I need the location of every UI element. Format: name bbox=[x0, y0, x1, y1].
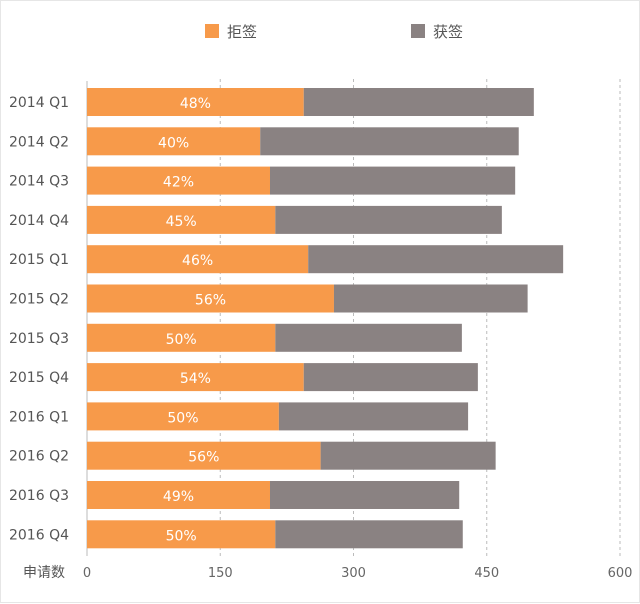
bar-rejected bbox=[87, 88, 304, 116]
bar-approved bbox=[303, 88, 534, 116]
data-label: 50% bbox=[166, 332, 197, 348]
x-axis-title: 申请数 bbox=[23, 565, 65, 581]
category-label: 2015 Q2 bbox=[9, 292, 69, 308]
bar-rejected bbox=[87, 520, 276, 549]
bar-approved bbox=[275, 205, 502, 234]
category-label: 2014 Q4 bbox=[9, 213, 69, 229]
bar-approved bbox=[275, 520, 463, 549]
category-label: 2016 Q2 bbox=[9, 449, 69, 465]
bar-rejected bbox=[87, 402, 279, 431]
category-label: 2015 Q3 bbox=[9, 331, 69, 347]
category-label: 2015 Q1 bbox=[9, 252, 69, 268]
bar-rejected bbox=[87, 363, 304, 392]
data-label: 49% bbox=[163, 489, 194, 505]
category-label: 2016 Q3 bbox=[9, 488, 69, 504]
data-label: 50% bbox=[167, 410, 198, 426]
data-label: 54% bbox=[180, 371, 211, 387]
bar-rejected bbox=[87, 481, 270, 509]
bar-rejected bbox=[87, 323, 276, 352]
bar-rejected bbox=[87, 284, 334, 313]
data-label: 46% bbox=[182, 253, 213, 269]
legend-label-1: 拒签 bbox=[227, 23, 257, 41]
bar-approved bbox=[303, 363, 478, 392]
category-label: 2014 Q1 bbox=[9, 95, 69, 111]
bar-approved bbox=[275, 323, 462, 352]
x-tick-label: 0 bbox=[83, 566, 91, 581]
bar-rejected bbox=[87, 441, 321, 470]
category-label: 2015 Q4 bbox=[9, 370, 69, 386]
bar-approved bbox=[278, 402, 469, 431]
x-tick-label: 450 bbox=[474, 566, 499, 581]
bar-rejected bbox=[87, 166, 270, 195]
data-label: 48% bbox=[180, 96, 211, 112]
bar-approved bbox=[333, 284, 528, 313]
bar-rejected bbox=[87, 205, 276, 234]
bar-approved bbox=[269, 166, 516, 195]
data-label: 56% bbox=[195, 293, 226, 309]
legend-swatch-2 bbox=[411, 24, 425, 38]
bar-approved bbox=[308, 245, 564, 274]
data-label: 56% bbox=[188, 450, 219, 466]
category-label: 2014 Q3 bbox=[9, 174, 69, 190]
x-tick-label: 150 bbox=[208, 566, 233, 581]
category-label: 2014 Q2 bbox=[9, 134, 69, 150]
category-label: 2016 Q1 bbox=[9, 409, 69, 425]
bar-rejected bbox=[87, 127, 261, 156]
bar-approved bbox=[269, 481, 460, 509]
category-label: 2016 Q4 bbox=[9, 527, 69, 543]
x-tick-label: 600 bbox=[608, 566, 633, 581]
data-label: 42% bbox=[163, 175, 194, 191]
x-tick-label: 300 bbox=[341, 566, 366, 581]
bar-rejected bbox=[87, 245, 309, 274]
data-label: 40% bbox=[158, 135, 189, 151]
data-label: 50% bbox=[166, 528, 197, 544]
legend-label-2: 获签 bbox=[433, 23, 463, 41]
bar-approved bbox=[320, 441, 496, 470]
bar-approved bbox=[260, 127, 519, 156]
legend-swatch-1 bbox=[205, 24, 219, 38]
data-label: 45% bbox=[166, 214, 197, 230]
